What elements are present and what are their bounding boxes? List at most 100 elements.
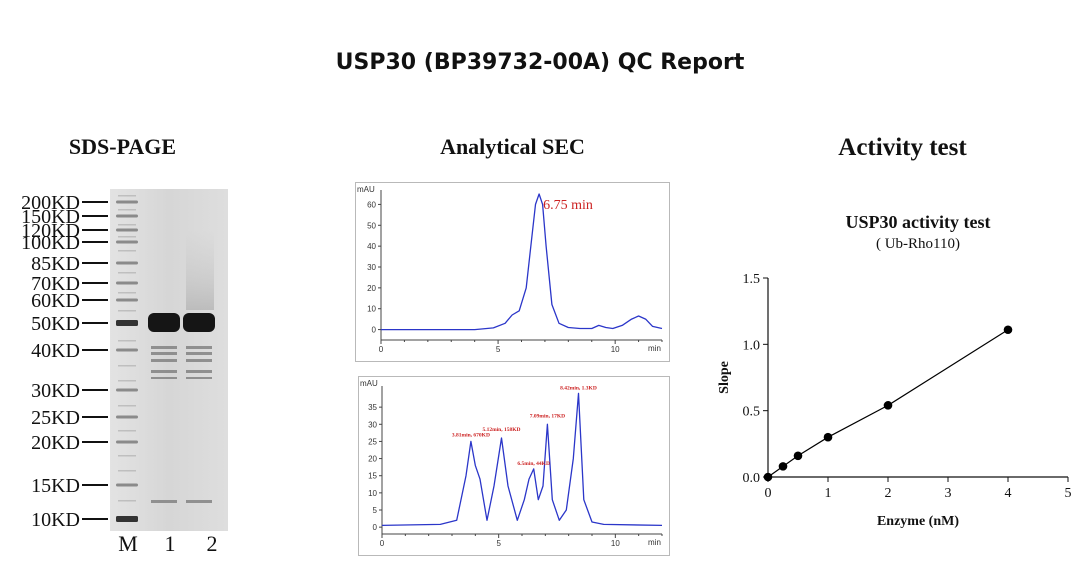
marker-band [116,348,138,352]
marker-faint-band [118,195,136,197]
sec-y-tick-label: 35 [368,403,377,412]
sec-peak-annotation: 8.42min, 1.3KD [560,385,597,391]
lane-2-main-band [183,313,215,332]
marker-band [116,483,138,487]
activity-chart-title: USP30 activity test [846,212,991,232]
sec-y-tick-label: 40 [367,242,376,251]
report-title: USP30 (BP39732-00A) QC Report [335,50,745,75]
sec-y-tick-label: 10 [367,305,376,314]
sec-x-tick-label: 0 [379,345,384,354]
sec-y-tick-label: 20 [368,455,377,464]
sec-y-tick-label: 15 [368,472,377,481]
sec-trace [381,193,663,331]
marker-band [116,298,138,302]
sec-x-tick-label: 5 [496,539,501,548]
activity-data-point [1003,325,1013,335]
marker-faint-band [118,470,136,472]
marker-label: 85KD [31,253,80,275]
sec-peak-annotation: 3.81min, 670KD [452,432,490,438]
activity-title: Activity test [838,134,967,161]
activity-chart-subtitle: ( Ub-Rho110) [876,236,960,252]
activity-data-point [793,451,803,461]
marker-label: 120KD [21,220,80,242]
sec-chart-1: mAU min 0 10 20 30 40 50 60 0 5 10 6.75 min [355,182,670,362]
lane-label-m: M [118,531,138,556]
marker-label: 30KD [31,380,80,402]
sec-peak-annotation: 5.12min, 158KD [482,427,520,433]
lane-1-minor-bands [151,346,177,503]
activity-x-tick-label: 2 [885,486,892,501]
marker-label: 60KD [31,290,80,312]
lane-2-minor-bands [186,346,212,503]
marker-faint-band [118,365,136,367]
sec-xlabel: min [648,344,661,353]
sds-page-title: SDS-PAGE [68,134,177,159]
marker-label: 100KD [21,232,80,254]
sec-y-tick-label: 60 [367,200,376,209]
sec-peak-annotation: 7.09min, 17KD [530,413,565,419]
sds-page-gel-figure: 200KD150KD120KD100KD85KD70KD60KD50KD40KD… [21,189,228,556]
sec-peak-annotation: 6.5min, 44KD [517,461,550,467]
marker-band [116,228,138,232]
marker-band [116,516,138,522]
sec-xlabel: min [648,538,661,547]
marker-faint-band [118,380,136,382]
sec-frame [358,376,670,556]
lane-label-1: 1 [165,531,176,556]
activity-x-tick-label: 5 [1065,486,1072,501]
marker-label: 40KD [31,340,80,362]
marker-label: 25KD [31,407,80,429]
sec-chart-2: mAU min 0 5 10 15 20 25 30 35 0 5 10 3.81min, 670KD5.… [358,376,670,556]
marker-band [116,320,138,326]
marker-faint-band [118,209,136,211]
activity-data-point [883,401,893,410]
marker-faint-band [118,430,136,432]
sec-y-tick-label: 30 [368,420,377,429]
sec-peak-annotation: 6.75 min [543,198,593,213]
marker-faint-band [118,250,136,252]
sec-y-tick-label: 30 [367,263,376,272]
activity-x-tick-label: 4 [1005,486,1012,501]
marker-band [116,240,138,244]
sec-y-tick-label: 25 [368,437,377,446]
activity-data-point [778,462,788,471]
activity-y-tick-label: 0.5 [743,405,761,420]
marker-faint-band [118,292,136,294]
activity-y-tick-label: 1.5 [743,272,761,287]
sec-y-tick-label: 0 [372,326,377,335]
marker-faint-band [118,340,136,342]
marker-label: 10KD [31,509,80,531]
sec-title: Analytical SEC [440,134,585,159]
marker-band [116,214,138,218]
marker-band [116,388,138,392]
marker-label: 50KD [31,313,80,335]
activity-x-tick-label: 3 [945,486,952,501]
sec-y-tick-label: 5 [373,506,378,515]
activity-ylabel: Slope [717,361,732,394]
marker-band [116,261,138,265]
sec-ylabel: mAU [357,185,375,194]
sec-x-tick-label: 10 [611,539,620,548]
sec-y-tick-label: 0 [373,523,378,532]
lane-label-2: 2 [207,531,218,556]
lane-labels: M 1 2 [118,531,217,556]
activity-xlabel: Enzyme (nM) [877,514,959,529]
marker-label: 150KD [21,206,80,228]
sec-trace [381,392,663,527]
activity-data-point [823,432,833,442]
marker-band [116,281,138,285]
marker-faint-band [118,224,136,226]
lane-2-smear [186,230,214,310]
sec-frame [355,182,670,362]
activity-y-tick-label: 0.0 [743,471,761,486]
sec-ylabel: mAU [360,379,378,388]
marker-label: 20KD [31,432,80,454]
marker-label: 200KD [21,192,80,214]
marker-ladder [116,195,138,522]
marker-band [116,440,138,444]
marker-label: 70KD [31,273,80,295]
marker-faint-band [118,455,136,457]
sec-y-tick-label: 20 [367,284,376,293]
sec-x-tick-label: 10 [611,345,620,354]
